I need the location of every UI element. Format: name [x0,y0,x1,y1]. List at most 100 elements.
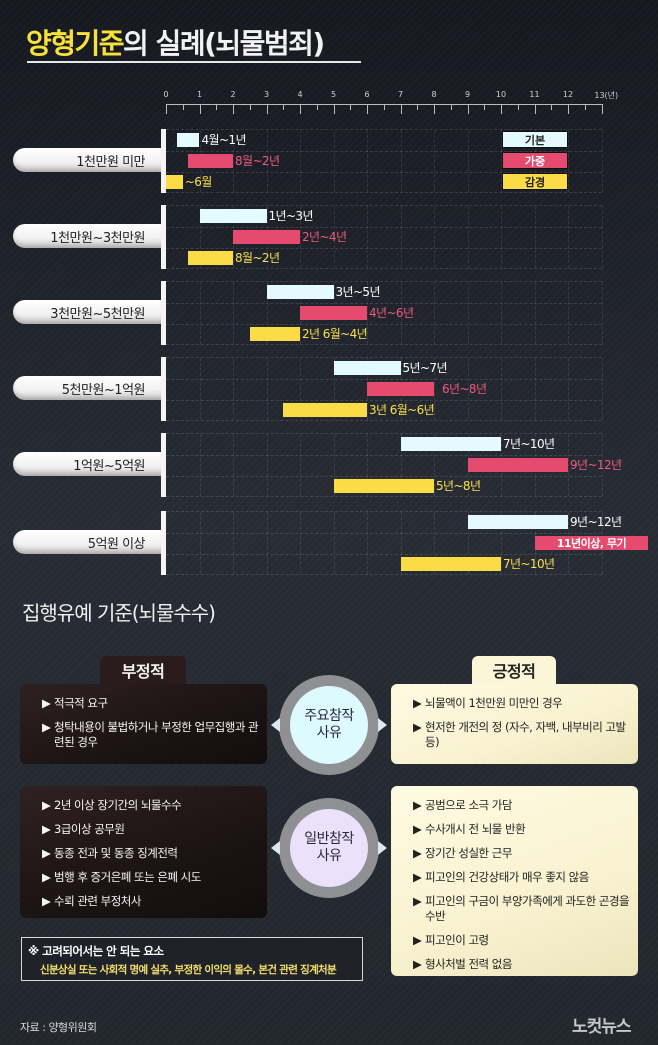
bullet-arrow-icon: ▶ [42,720,51,734]
bar-group: 1천만원 미만 4월~1년 8월~2년 ~6월 [0,129,658,197]
nocut-news-logo: 노컷뉴스 [572,1017,632,1037]
bullet-arrow-icon: ▶ [42,798,51,812]
bar-label-basic: 7년~10년 [503,437,555,451]
list-item-text: 피고인의 건강상태가 매우 좋지 않음 [425,870,589,884]
list-item: ▶ 청탁내용이 불법하거나 부정한 업무집행과 관련된 경우 [42,720,267,750]
tick-mark [551,104,553,110]
arrow-left-icon [271,841,280,855]
tick-mark [517,104,519,110]
bullet-arrow-icon: ▶ [42,846,51,860]
bar-basic [266,285,334,299]
category-label: 1억원~5억원 [13,452,163,476]
category-divider [161,129,166,193]
list-item-text: 형사처벌 전력 없음 [425,957,512,971]
bullet-arrow-icon: ▶ [413,846,422,860]
tick-label: 0 [163,90,169,99]
bullet-arrow-icon: ▶ [413,798,422,812]
category-label: 5억원 이상 [13,530,163,554]
list-item: ▶ 3급이상 공무원 [42,822,267,837]
bar-group: 1천만원~3천만원 1년~3년 2년~4년 8월~2년 [0,205,658,273]
major-negative-panel: ▶ 적극적 요구 ▶ 청탁내용이 불법하거나 부정한 업무집행과 관련된 경우 [20,684,267,764]
category-label: 5천만원~1억원 [13,376,163,400]
source-credit: 자료 : 양형위원회 [20,1021,97,1034]
bar-basic [467,515,568,529]
general-factor-line1: 일반참작 [304,831,354,847]
tick-label: 11 [529,90,540,99]
bar-label-mitigated: 5년~8년 [436,479,481,493]
note-heading: ※ 고려되어서는 안 되는 요소 [28,944,164,958]
bullet-arrow-icon: ▶ [42,696,51,710]
bar-aggravated [467,458,568,472]
tick-mark [484,104,486,110]
tick-mark [182,104,184,110]
list-item: ▶ 수사개시 전 뇌물 반환 [413,822,638,837]
list-item: ▶ 피고인이 고령 [413,933,638,948]
tick-mark [249,104,251,110]
tick-mark [501,104,502,114]
excluded-factors-note: ※ 고려되어서는 안 되는 요소 신분상실 또는 사회적 명예 실추, 부정한 … [21,937,363,981]
bar-label-mitigated: ~6월 [184,175,213,189]
tick-mark [266,104,268,114]
category-label: 1천만원 미만 [13,148,163,172]
bullet-arrow-icon: ▶ [413,822,422,836]
bar-basic [199,209,267,223]
list-item-text: 공범으로 소극 가담 [425,798,512,812]
bar-mitigated [166,175,183,189]
tick-mark [534,104,536,114]
bullet-arrow-icon: ▶ [413,933,422,947]
list-item: ▶ 형사처벌 전력 없음 [413,957,638,972]
general-positive-panel: ▶ 공범으로 소극 가담 ▶ 수사개시 전 뇌물 반환 ▶ 장기간 성실한 근무 ▶ 피고인의… [391,786,638,976]
bullet-arrow-icon: ▶ [42,870,51,884]
bar-basic [400,437,501,451]
title-highlight: 양형기준 [26,27,125,60]
tick-label: 10 [495,90,507,99]
category-label: 1천만원~3천만원 [13,224,163,248]
major-positive-panel: ▶ 뇌물액이 1천만원 미만인 경우 ▶ 현저한 개전의 정 (자수, 자백, 내부비… [391,684,638,764]
tick-label: 8 [431,90,437,99]
category-divider [161,205,166,269]
title-rest: 의 실례(뇌물범죄) [123,27,325,60]
legend-aggravated: 가중 [502,152,568,169]
list-item: ▶ 피고인의 건강상태가 매우 좋지 않음 [413,870,638,885]
bar-label-aggravated: 8월~2년 [235,154,280,168]
tick-mark [367,104,368,114]
bullet-arrow-icon: ▶ [413,957,422,971]
list-item: ▶ 동종 전과 및 동종 징계전력 [42,846,267,861]
tick-label: 4 [297,90,303,99]
tick-mark [283,104,285,110]
tick-mark [199,104,201,114]
legend-basic: 기본 [502,131,568,148]
arrow-right-icon [378,841,387,855]
list-item: ▶ 공범으로 소극 가담 [413,798,638,813]
x-axis: 0 1 2 3 4 5 6 7 8 9 10 11 12 13(년) [0,0,658,120]
bullet-arrow-icon: ▶ [413,894,422,908]
bar-aggravated [188,154,233,168]
bar-label-basic: 3년~5년 [335,285,381,299]
list-item-text: 수뢰 관련 부정처사 [54,894,141,908]
bar-basic [177,133,200,147]
bar-label-aggravated: 9년~12년 [570,458,622,472]
bar-basic [333,361,401,375]
list-item: ▶ 피고인의 구금이 부양가족에게 과도한 곤경을 수반 [413,894,638,924]
bar-label-mitigated: 7년~10년 [503,557,555,571]
tick-mark [450,104,452,110]
list-item-text: 피고인의 구금이 부양가족에게 과도한 곤경을 수반 [425,894,630,923]
tick-mark [300,104,301,114]
positive-tab: 긍정적 [472,656,556,684]
list-item-text: 적극적 요구 [54,696,108,710]
bar-label-basic: 9년~12년 [570,515,622,529]
bar-mitigated [333,479,434,493]
general-factor-line2: 사유 [316,848,342,864]
bar-label-basic: 1년~3년 [268,209,314,223]
major-factor-line2: 사유 [316,725,342,741]
bar-label-basic: 5년~7년 [402,361,448,375]
bar-group: 3천만원~5천만원 3년~5년 4년~6년 2년 6월~4년 [0,281,658,349]
list-item-text: 뇌물액이 1천만원 미만인 경우 [425,696,563,710]
list-item-text: 2년 이상 장기간의 뇌물수수 [54,798,182,812]
list-item-text: 수사개시 전 뇌물 반환 [425,822,526,836]
list-item-text: 현저한 개전의 정 (자수, 자백, 내부비리 고발 등) [425,720,626,749]
legend-mitigated: 감경 [502,173,568,190]
tick-mark [216,104,218,110]
bar-label-basic: 4월~1년 [201,133,247,147]
tick-mark [233,104,234,114]
